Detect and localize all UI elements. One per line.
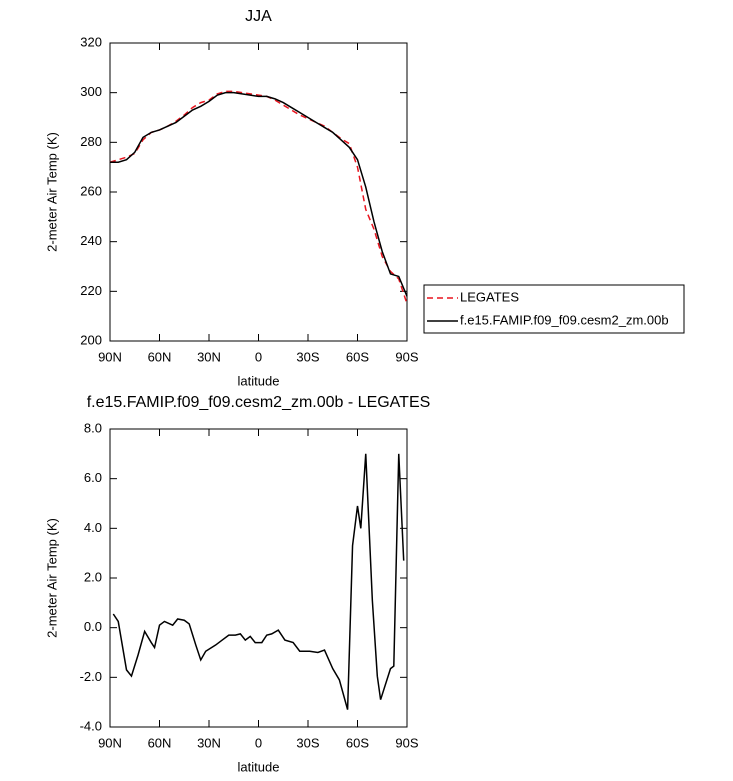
- legend-label: LEGATES: [460, 289, 519, 304]
- x-tick-label: 30S: [296, 349, 319, 364]
- y-tick-label: 4.0: [84, 520, 102, 535]
- legend-label: f.e15.FAMIP.f09_f09.cesm2_zm.00b: [460, 312, 669, 327]
- chart-title: JJA: [245, 8, 272, 25]
- x-tick-label: 60N: [148, 349, 172, 364]
- x-tick-label: 0: [255, 735, 262, 750]
- x-tick-label: 60N: [148, 735, 172, 750]
- x-tick-label: 30N: [197, 735, 221, 750]
- y-tick-label: 260: [80, 183, 102, 198]
- x-axis-label: latitude: [238, 759, 280, 774]
- legend-box: [423, 284, 685, 334]
- data-line: [110, 91, 408, 297]
- x-tick-label: 90S: [395, 735, 418, 750]
- plot-frame: [109, 42, 408, 342]
- x-axis-label: latitude: [238, 373, 280, 388]
- y-tick-label: 2.0: [84, 569, 102, 584]
- y-tick-label: 0.0: [84, 619, 102, 634]
- y-tick-label: -2.0: [80, 669, 102, 684]
- x-tick-label: 60S: [346, 735, 369, 750]
- y-axis-label: 2-meter Air Temp (K): [44, 518, 59, 638]
- y-tick-label: -4.0: [80, 718, 102, 733]
- data-line: [112, 453, 405, 710]
- x-tick-label: 60S: [346, 349, 369, 364]
- y-tick-label: 6.0: [84, 470, 102, 485]
- x-tick-label: 30S: [296, 735, 319, 750]
- y-tick-label: 8.0: [84, 420, 102, 435]
- y-tick-label: 320: [80, 34, 102, 49]
- y-tick-label: 300: [80, 84, 102, 99]
- x-tick-label: 90S: [395, 349, 418, 364]
- x-tick-label: 30N: [197, 349, 221, 364]
- y-tick-label: 200: [80, 332, 102, 347]
- chart-title: f.e15.FAMIP.f09_f09.cesm2_zm.00b - LEGAT…: [87, 394, 431, 411]
- y-tick-label: 280: [80, 134, 102, 149]
- plot-frame: [109, 428, 408, 728]
- x-tick-label: 0: [255, 349, 262, 364]
- y-axis-label: 2-meter Air Temp (K): [44, 132, 59, 252]
- x-tick-label: 90N: [98, 349, 122, 364]
- x-tick-label: 90N: [98, 735, 122, 750]
- y-tick-label: 240: [80, 233, 102, 248]
- y-tick-label: 220: [80, 283, 102, 298]
